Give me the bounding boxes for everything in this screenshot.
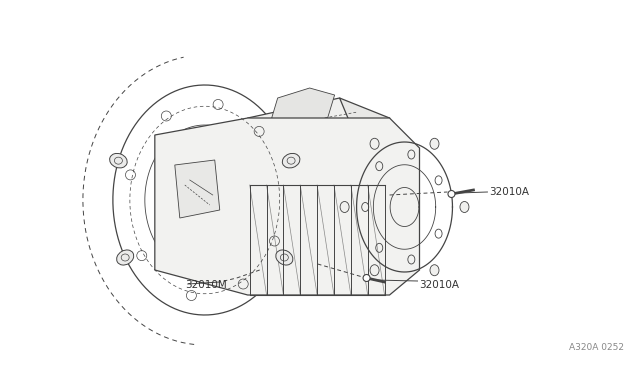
Ellipse shape — [430, 265, 439, 276]
Polygon shape — [248, 160, 390, 185]
Polygon shape — [175, 160, 220, 218]
Text: 32010M: 32010M — [185, 280, 227, 290]
Polygon shape — [340, 98, 390, 165]
Polygon shape — [155, 118, 419, 295]
Ellipse shape — [448, 190, 455, 198]
Ellipse shape — [340, 202, 349, 212]
Polygon shape — [237, 140, 248, 163]
Ellipse shape — [363, 275, 370, 282]
Text: 32010A: 32010A — [490, 187, 529, 197]
Ellipse shape — [276, 250, 293, 265]
Ellipse shape — [430, 138, 439, 149]
Text: A320A 0252: A320A 0252 — [570, 343, 625, 353]
Ellipse shape — [282, 153, 300, 168]
Polygon shape — [248, 98, 367, 185]
Ellipse shape — [460, 202, 469, 212]
Ellipse shape — [370, 138, 379, 149]
Text: 32010A: 32010A — [419, 280, 460, 290]
Polygon shape — [272, 88, 335, 126]
Ellipse shape — [109, 153, 127, 168]
Ellipse shape — [116, 250, 134, 265]
Ellipse shape — [370, 265, 379, 276]
